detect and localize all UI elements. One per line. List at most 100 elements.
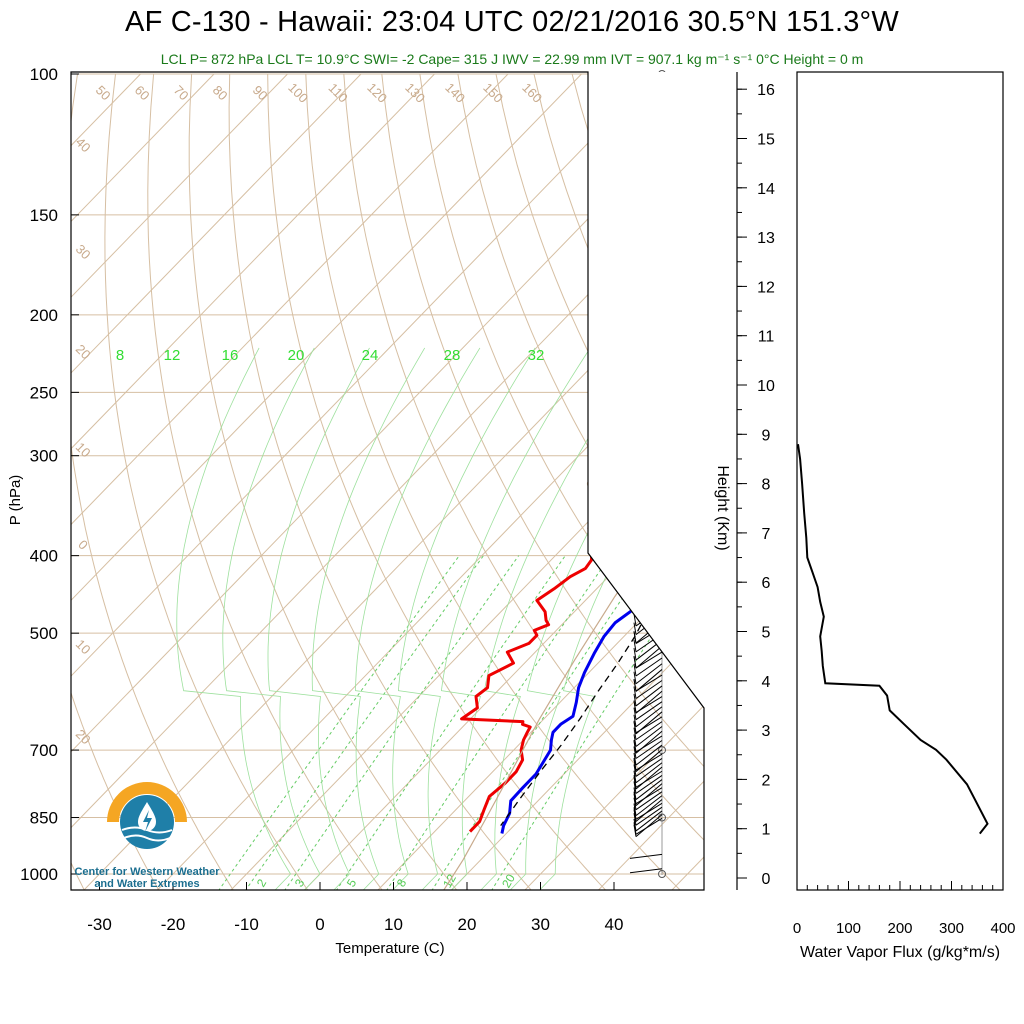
skew-frame <box>70 71 705 891</box>
mixing-ratio-label: 20 <box>499 871 518 890</box>
logo-line-1: Center for Western Weather <box>74 866 220 878</box>
chart-title: AF C-130 - Hawaii: 23:04 UTC 02/21/2016 … <box>125 6 899 38</box>
moist-adiabat-label: 24 <box>362 347 379 364</box>
dry-adiabat-line <box>381 73 704 768</box>
isotherm-line <box>377 553 704 890</box>
y-tick-label: 100 <box>30 65 58 84</box>
wind-barb <box>633 752 637 766</box>
wind-barb <box>633 818 637 832</box>
y-tick-label: 200 <box>30 306 58 325</box>
wind-barb <box>633 727 637 740</box>
moist-adiabat-line <box>311 347 426 890</box>
flux-x-tick-label: 400 <box>990 920 1015 937</box>
wind-barb <box>633 678 637 692</box>
wind-barb <box>633 803 637 816</box>
wind-barb <box>629 868 663 874</box>
height-tick-label: 4 <box>762 674 771 691</box>
height-tick-label: 14 <box>757 181 775 198</box>
wind-barb <box>635 706 663 728</box>
dry-adiabat-label: 80 <box>210 82 231 103</box>
wind-barb <box>633 663 637 677</box>
mixing-ratio-line <box>386 555 611 890</box>
isotherm-label: 40 <box>73 134 94 155</box>
dry-adiabat-line <box>305 73 681 890</box>
moist-adiabat-label: 16 <box>222 347 239 364</box>
wind-barb <box>633 807 637 820</box>
wind-barb <box>635 721 663 741</box>
dry-adiabat-label: 50 <box>93 82 114 103</box>
wind-barb <box>633 631 637 644</box>
wind-barb <box>633 764 637 777</box>
dry-adiabat-label: 120 <box>364 80 390 106</box>
dry-adiabat-line <box>71 691 160 890</box>
isotherm-line <box>71 73 582 602</box>
moist-adiabat-label: 12 <box>164 347 181 364</box>
isotherm-line <box>71 73 362 374</box>
x-tick-label: -20 <box>161 915 186 934</box>
moist-adiabat-label: 32 <box>528 347 545 364</box>
wind-barb <box>635 680 663 699</box>
x-tick-label: 10 <box>384 915 403 934</box>
wind-barb <box>633 686 637 699</box>
y-tick-label: 1000 <box>20 865 58 884</box>
dry-adiabat-label: 150 <box>480 80 506 106</box>
moist-adiabat-line <box>176 347 292 890</box>
wind-barb <box>635 753 663 771</box>
wind-barb <box>635 674 663 692</box>
wind-barb <box>635 651 663 669</box>
wind-barb <box>635 716 663 734</box>
isotherm-line <box>71 73 509 526</box>
dry-adiabat-line <box>457 73 704 619</box>
wind-barb <box>633 693 637 707</box>
height-tick-label: 13 <box>757 230 775 247</box>
dry-adiabat-line <box>147 73 383 890</box>
flux-x-tick-label: 300 <box>939 920 964 937</box>
dry-adiabat-line <box>876 74 1024 891</box>
skew-mask <box>588 72 704 890</box>
flux-x-tick-label: 200 <box>887 920 912 937</box>
moist-adiabat-line <box>355 347 481 890</box>
wind-barb <box>633 770 637 783</box>
wind-barb <box>633 797 637 810</box>
height-tick-label: 12 <box>757 279 775 296</box>
moist-adiabat-line <box>440 347 591 890</box>
wind-barb <box>635 669 663 692</box>
isotherm-label: 20 <box>73 341 94 362</box>
wind-barb <box>633 700 637 713</box>
y-tick-label: 150 <box>30 206 58 225</box>
dry-adiabat-label: 140 <box>442 80 468 106</box>
height-tick-label: 6 <box>762 575 771 592</box>
y-axis-title: P (hPa) <box>7 475 24 526</box>
wind-barb <box>633 647 637 661</box>
height-tick-label: 1 <box>762 822 771 839</box>
dry-adiabat-label: 160 <box>519 80 545 106</box>
mixing-ratio-line <box>218 555 460 890</box>
wind-barb <box>633 739 637 752</box>
wind-barb <box>635 810 663 832</box>
series-dew-point-line <box>460 488 594 833</box>
height-tick-label: 16 <box>757 82 775 99</box>
isotherm-line <box>450 628 704 890</box>
wind-barb <box>635 795 663 816</box>
wind-barb <box>635 726 663 747</box>
isotherm-label: 10 <box>73 439 94 460</box>
chart-subtitle: LCL P= 872 hPa LCL T= 10.9°C SWI= -2 Cap… <box>160 51 864 67</box>
flux-frame <box>796 71 1004 891</box>
wind-barb <box>635 799 663 822</box>
y-tick-label: 250 <box>30 383 58 402</box>
height-tick-label: 0 <box>762 871 771 888</box>
dry-adiabat-label: 110 <box>326 80 351 105</box>
mixing-ratio-line <box>431 555 652 890</box>
wind-barb <box>633 671 637 684</box>
wind-barb <box>635 663 663 685</box>
moist-adiabat-line <box>397 347 536 890</box>
wind-barb <box>635 744 663 766</box>
dry-adiabat-line <box>838 74 1024 891</box>
wind-barb <box>633 787 637 800</box>
x-tick-label: -10 <box>234 915 259 934</box>
height-tick-label: 10 <box>757 378 775 395</box>
x-tick-label: 20 <box>458 915 477 934</box>
dry-adiabat-line <box>343 73 704 841</box>
series-water-vapor-flux-line <box>797 444 989 835</box>
height-axis-title: Height (Km) <box>714 465 731 550</box>
